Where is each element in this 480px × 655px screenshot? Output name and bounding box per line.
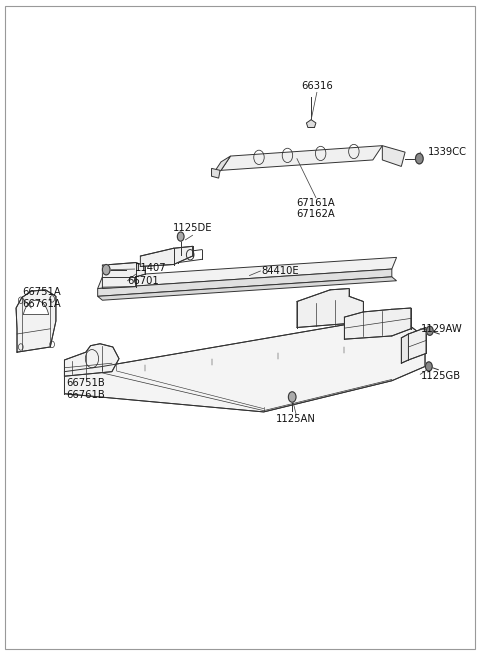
- Polygon shape: [212, 156, 230, 176]
- Text: 1125AN: 1125AN: [276, 414, 316, 424]
- Polygon shape: [24, 300, 48, 314]
- Polygon shape: [64, 344, 119, 376]
- Text: 84410E: 84410E: [261, 266, 299, 276]
- Polygon shape: [97, 257, 396, 289]
- Text: 67162A: 67162A: [297, 210, 336, 219]
- Text: 67161A: 67161A: [297, 198, 336, 208]
- Circle shape: [425, 362, 432, 371]
- Text: 1339CC: 1339CC: [427, 147, 467, 157]
- Polygon shape: [297, 289, 363, 328]
- Text: 66316: 66316: [301, 81, 333, 91]
- Text: 11407: 11407: [135, 263, 166, 272]
- Polygon shape: [16, 290, 56, 352]
- Polygon shape: [408, 328, 426, 360]
- Polygon shape: [64, 316, 425, 412]
- Polygon shape: [306, 120, 316, 128]
- Polygon shape: [344, 308, 411, 339]
- Polygon shape: [401, 334, 408, 364]
- Polygon shape: [383, 145, 405, 166]
- Circle shape: [102, 265, 110, 275]
- Text: 1129AW: 1129AW: [421, 324, 463, 334]
- Circle shape: [288, 392, 296, 402]
- Polygon shape: [97, 277, 396, 300]
- Text: 66701: 66701: [128, 276, 159, 286]
- Polygon shape: [97, 269, 392, 296]
- Text: 66751B: 66751B: [66, 378, 105, 388]
- Text: 1125GB: 1125GB: [421, 371, 461, 381]
- Text: 66761B: 66761B: [66, 390, 105, 400]
- Circle shape: [426, 326, 433, 335]
- Text: 1125DE: 1125DE: [173, 223, 212, 233]
- Polygon shape: [102, 263, 145, 289]
- Text: 66751A: 66751A: [23, 287, 61, 297]
- Polygon shape: [140, 246, 192, 267]
- Polygon shape: [221, 145, 383, 170]
- Circle shape: [416, 153, 423, 164]
- Circle shape: [178, 232, 184, 241]
- Polygon shape: [212, 168, 220, 178]
- Text: 66761A: 66761A: [23, 299, 61, 309]
